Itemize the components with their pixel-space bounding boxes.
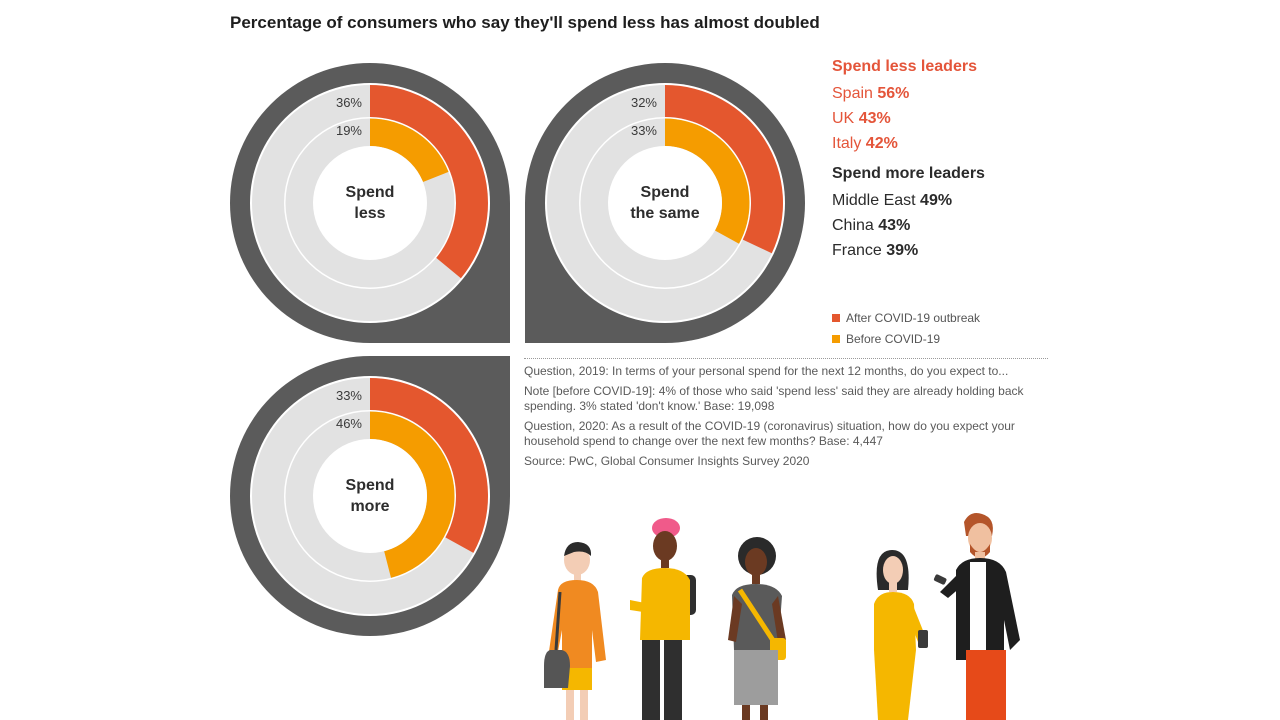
donut-spend-same: 32% 33% Spend the same: [525, 63, 805, 343]
data-label-after: 33%: [336, 388, 362, 403]
legend-item-after: After COVID-19 outbreak: [832, 307, 980, 328]
question-2019: Question, 2019: In terms of your persona…: [524, 364, 1009, 378]
data-label-after: 36%: [336, 95, 362, 110]
spend-more-leader-item: China 43%: [832, 213, 1092, 238]
leader-value: 56%: [877, 85, 910, 102]
person-illustration: [544, 542, 606, 720]
center-label-line: Spend: [641, 184, 690, 201]
center-label-line: more: [350, 498, 389, 515]
data-label-after: 32%: [631, 95, 657, 110]
spend-more-leader-item: France 39%: [832, 238, 1092, 263]
spend-less-leader-item: Spain 56%: [832, 81, 1092, 106]
legend-item-before: Before COVID-19: [832, 328, 980, 349]
arc-after-covid: [370, 85, 488, 279]
note-before-covid: Note [before COVID-19]: 4% of those who …: [524, 384, 1024, 413]
arc-after-covid: [370, 378, 488, 553]
donut-spend-more: 33% 46% Spend more: [230, 356, 510, 636]
person-illustration: [933, 513, 1020, 720]
center-label-line: the same: [630, 205, 699, 222]
donut-center: [313, 146, 427, 260]
donut-spend-less: 36% 19% Spend less: [230, 63, 510, 343]
question-2020: Question, 2020: As a result of the COVID…: [524, 419, 1015, 448]
center-label-line: less: [354, 205, 385, 222]
leader-value: 42%: [865, 135, 898, 152]
arc-after-covid: [665, 85, 783, 254]
data-label-before: 46%: [336, 416, 362, 431]
source-note: Source: PwC, Global Consumer Insights Su…: [524, 454, 810, 468]
spend-more-leader-item: Middle East 49%: [832, 188, 1092, 213]
spend-less-leader-item: UK 43%: [832, 106, 1092, 131]
leader-value: 39%: [886, 242, 919, 259]
person-illustration: [728, 537, 786, 720]
donut-center: [313, 439, 427, 553]
data-label-before: 33%: [631, 123, 657, 138]
person-illustration: [874, 550, 928, 720]
notes-divider: [524, 358, 1048, 359]
legend-swatch-before: [832, 334, 840, 343]
leader-country: UK: [832, 110, 855, 127]
spend-more-leaders-heading: Spend more leaders: [832, 165, 985, 182]
legend-label-before: Before COVID-19: [846, 331, 941, 346]
chart-title: Percentage of consumers who say they'll …: [230, 13, 820, 32]
leader-value: 43%: [878, 217, 911, 234]
leader-country: Spain: [832, 85, 873, 102]
leader-country: China: [832, 217, 874, 234]
legend-swatch-after: [832, 313, 840, 322]
spend-less-leader-item: Italy 42%: [832, 131, 1092, 156]
legend-label-after: After COVID-19 outbreak: [846, 310, 981, 325]
leader-country: Italy: [832, 135, 862, 152]
arc-before-covid: [370, 411, 455, 578]
legend: After COVID-19 outbreak Before COVID-19: [832, 307, 980, 349]
arc-before-covid: [665, 118, 750, 244]
donut-center: [608, 146, 722, 260]
person-illustration: [630, 518, 696, 720]
center-label-line: Spend: [346, 477, 395, 494]
spend-less-leaders-heading: Spend less leaders: [832, 58, 977, 75]
leader-value: 43%: [858, 110, 891, 127]
leader-value: 49%: [920, 192, 953, 209]
leaders-panel: Spend less leaders Spain 56% UK 43% Ital…: [832, 58, 1092, 263]
notes-block: Question, 2019: In terms of your persona…: [524, 364, 1054, 474]
leader-country: Middle East: [832, 192, 916, 209]
people-illustration: [544, 513, 1020, 720]
arc-before-covid: [370, 118, 449, 183]
center-label-line: Spend: [346, 184, 395, 201]
leader-country: France: [832, 242, 882, 259]
data-label-before: 19%: [336, 123, 362, 138]
